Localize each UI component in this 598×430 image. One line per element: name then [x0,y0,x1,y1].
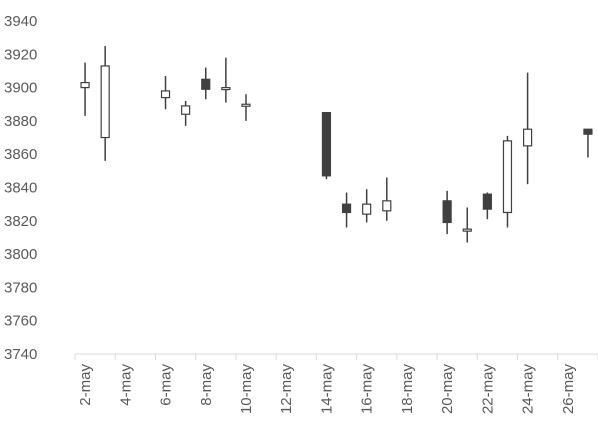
x-tick-label: 22-may [479,364,496,415]
x-tick-label: 10-may [238,364,255,415]
y-tick-label: 3760 [4,313,37,330]
x-tick-label: 18-may [399,364,416,415]
x-axis-tick-labels: 2-may 4-may 6-may 8-may 10-may 12-may 14-may 16… [77,364,577,415]
candle [221,57,231,103]
candle-body-down [482,193,492,210]
x-tick-label: 12-may [278,364,295,415]
y-tick-label: 3860 [4,146,37,163]
candle-body-up [160,90,171,99]
candle-body-up [181,105,191,115]
candle-body-down [442,200,452,224]
candle [482,192,492,220]
candle-body-up [522,128,533,147]
candle [522,72,533,185]
candle [583,128,593,158]
x-tick-label: 4-may [117,364,134,406]
y-axis-tick-labels: 3740 3760 3780 3800 3820 3840 3860 3880 3900 3920… [4,13,37,363]
x-tick-label: 24-may [520,364,537,415]
candle [442,190,452,235]
candle-body-down [341,203,352,214]
candle-body-down [201,78,211,90]
x-tick-label: 2-may [77,364,94,406]
candle-body-up [502,140,513,214]
candle [462,207,472,243]
y-tick-label: 3940 [4,13,37,30]
candle [80,62,90,116]
x-tick-label: 6-may [158,364,175,406]
y-tick-label: 3820 [4,213,37,230]
y-tick-label: 3840 [4,180,37,197]
x-tick-label: 8-may [198,364,215,406]
y-tick-label: 3780 [4,279,37,296]
candle [321,111,332,180]
candle [160,75,171,110]
candle-body-up [241,103,251,107]
y-tick-label: 3920 [4,46,37,63]
candle-body-up [100,65,110,139]
x-tick-label: 14-may [318,364,335,415]
candle-body-up [221,86,231,91]
y-tick-label: 3740 [4,346,37,363]
y-tick-label: 3880 [4,113,37,130]
candle-body-up [382,200,392,212]
candle [100,45,110,161]
y-tick-label: 3800 [4,246,37,263]
candle-body-down [583,128,593,135]
candle-body-down [321,111,332,177]
candle [201,67,211,100]
candle [181,100,191,126]
x-tick-label: 16-may [359,364,376,415]
x-tick-label: 26-may [560,364,577,415]
candle [362,189,372,223]
candle [241,94,251,121]
x-tick-label: 20-may [439,364,456,415]
candle-body-up [462,228,472,232]
candle-body-up [80,82,90,89]
candle-body-up [362,203,372,215]
candle [502,135,513,228]
candles [80,45,593,243]
y-tick-label: 3900 [4,80,37,97]
x-axis [74,353,598,360]
candle [341,192,352,228]
candle [382,177,392,221]
